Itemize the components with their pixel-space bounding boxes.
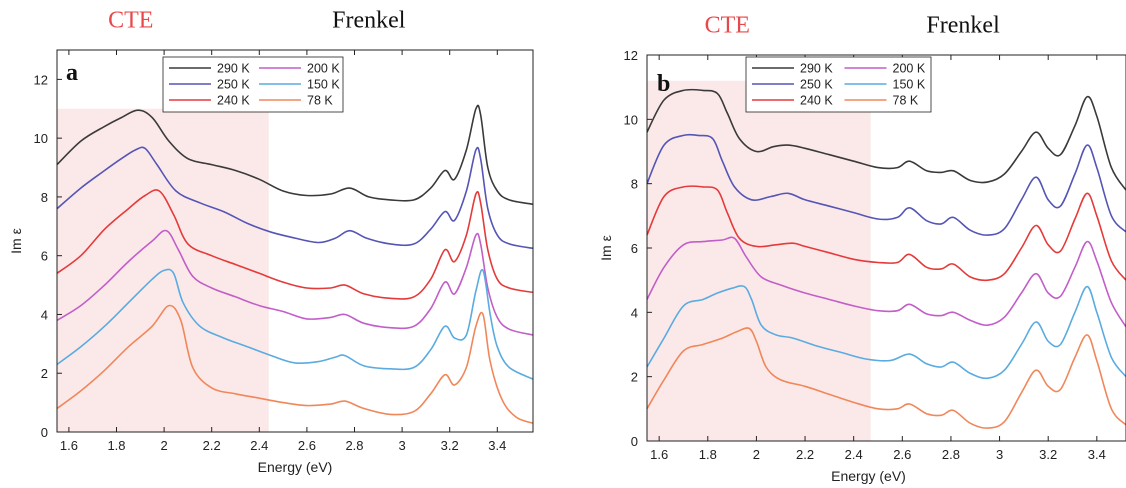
x-tick-label: 2.8 (345, 438, 363, 453)
legend-label: 78 K (893, 94, 919, 108)
series-line-250k (56, 146, 534, 250)
x-axis-label: Energy (eV) (258, 459, 333, 475)
y-tick-label: 2 (631, 370, 638, 385)
x-tick-label: 3.4 (488, 438, 506, 453)
series-line-240k (646, 185, 1126, 282)
y-axis-label: Im ε (8, 228, 24, 254)
x-tick-label: 2.4 (250, 438, 268, 453)
y-tick-label: 8 (631, 177, 638, 192)
x-tick-label: 2.2 (796, 447, 814, 462)
legend-label: 240 K (217, 94, 250, 108)
legend-label: 150 K (893, 78, 926, 92)
region-label-cte: CTE (108, 8, 153, 34)
x-tick-label: 1.8 (699, 447, 717, 462)
y-tick-label: 10 (34, 131, 48, 146)
legend-label: 240 K (800, 94, 833, 108)
x-tick-label: 2.6 (298, 438, 316, 453)
y-tick-label: 6 (631, 241, 638, 256)
x-tick-label: 2.2 (203, 438, 221, 453)
x-tick-label: 3.2 (1039, 447, 1057, 462)
series-line-150k (56, 268, 534, 380)
legend-label: 290 K (800, 62, 833, 76)
panel-b: CTE Frenkel 1.6 1.8 2 2.2 2.4 2.6 2.8 3 3.2 3.4 0 2 4 6… (598, 13, 1126, 484)
y-tick-label: 6 (41, 249, 48, 264)
region-label-frenkel: Frenkel (332, 8, 406, 34)
series-line-290k (646, 88, 1126, 191)
y-tick-label: 12 (624, 48, 638, 63)
x-tick-label: 2.6 (893, 447, 911, 462)
legend-label: 200 K (893, 62, 926, 76)
legend: 290 K 200 K 250 K 150 K 240 K 78 K (162, 56, 344, 113)
legend-label: 150 K (307, 78, 340, 92)
series-line-78k (56, 304, 534, 424)
y-tick-label: 2 (41, 366, 48, 381)
region-label-frenkel: Frenkel (926, 13, 1000, 39)
region-label-cte: CTE (705, 13, 750, 39)
x-tick-label: 1.6 (650, 447, 668, 462)
y-tick-label: 12 (34, 72, 48, 87)
x-tick-label: 1.8 (107, 438, 125, 453)
series-line-150k (646, 285, 1126, 380)
series-line-250k (646, 133, 1126, 236)
y-axis-label: Im ε (598, 235, 614, 261)
series-line-78k (646, 327, 1126, 429)
panel-a: CTE Frenkel 1.6 1.8 2 2.2 2.4 2.6 2.8 3 3.2 3.4 0 2 4 6… (8, 8, 534, 475)
series-line-200k (646, 236, 1126, 328)
legend: 290 K 200 K 250 K 150 K 240 K 78 K (745, 56, 932, 113)
x-tick-label: 1.6 (60, 438, 78, 453)
y-tick-label: 4 (631, 305, 638, 320)
y-tick-label: 0 (631, 434, 638, 449)
legend-label: 200 K (307, 62, 340, 76)
panel-label: b (657, 71, 670, 97)
x-tick-label: 3.4 (1088, 447, 1106, 462)
y-tick-label: 4 (41, 307, 48, 322)
series-line-200k (56, 229, 534, 336)
x-axis-label: Energy (eV) (831, 468, 906, 484)
panel-label: a (66, 60, 78, 86)
x-tick-label: 2.8 (942, 447, 960, 462)
y-tick-label: 8 (41, 190, 48, 205)
cte-shaded-region (647, 80, 871, 441)
x-tick-label: 3.2 (441, 438, 459, 453)
plot-frame (56, 49, 534, 433)
series-line-290k (56, 104, 534, 206)
legend-label: 250 K (217, 78, 250, 92)
series-line-240k (56, 189, 534, 300)
x-tick-label: 2 (160, 438, 167, 453)
legend-label: 250 K (800, 78, 833, 92)
x-tick-label: 3 (398, 438, 405, 453)
legend-label: 78 K (307, 94, 333, 108)
x-tick-label: 3 (996, 447, 1003, 462)
y-tick-label: 0 (41, 425, 48, 440)
x-tick-label: 2.4 (845, 447, 863, 462)
legend-label: 290 K (217, 62, 250, 76)
y-tick-label: 10 (624, 112, 638, 127)
x-tick-label: 2 (753, 447, 760, 462)
